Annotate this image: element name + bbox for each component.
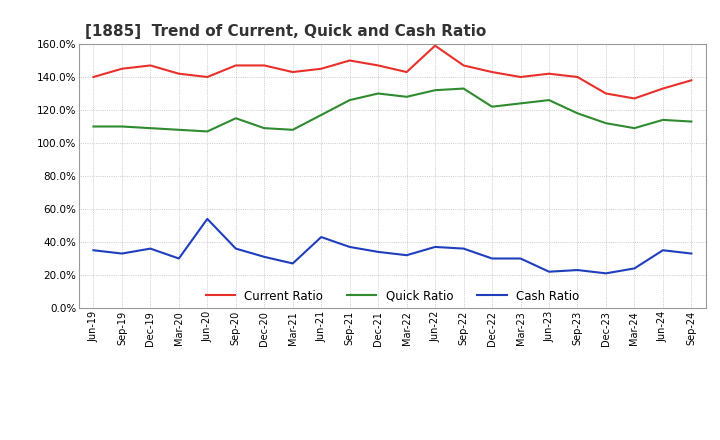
Cash Ratio xyxy=(260,254,269,260)
Current Ratio xyxy=(89,74,98,80)
Cash Ratio xyxy=(402,253,411,258)
Cash Ratio xyxy=(317,235,325,240)
Cash Ratio xyxy=(203,216,212,221)
Line: Current Ratio: Current Ratio xyxy=(94,46,691,99)
Current Ratio xyxy=(174,71,183,76)
Current Ratio xyxy=(687,77,696,83)
Current Ratio xyxy=(260,63,269,68)
Quick Ratio xyxy=(402,94,411,99)
Cash Ratio xyxy=(232,246,240,251)
Quick Ratio xyxy=(659,117,667,122)
Current Ratio xyxy=(346,58,354,63)
Quick Ratio xyxy=(374,91,382,96)
Quick Ratio xyxy=(289,127,297,132)
Quick Ratio xyxy=(260,125,269,131)
Current Ratio xyxy=(487,70,496,75)
Quick Ratio xyxy=(346,97,354,103)
Cash Ratio xyxy=(487,256,496,261)
Cash Ratio xyxy=(89,248,98,253)
Cash Ratio xyxy=(174,256,183,261)
Cash Ratio xyxy=(289,261,297,266)
Current Ratio xyxy=(317,66,325,71)
Cash Ratio xyxy=(431,244,439,249)
Current Ratio xyxy=(573,74,582,80)
Quick Ratio xyxy=(174,127,183,132)
Cash Ratio xyxy=(573,268,582,273)
Quick Ratio xyxy=(602,121,611,126)
Current Ratio xyxy=(545,71,554,76)
Cash Ratio xyxy=(117,251,126,256)
Quick Ratio xyxy=(89,124,98,129)
Line: Cash Ratio: Cash Ratio xyxy=(94,219,691,273)
Quick Ratio xyxy=(317,112,325,117)
Legend: Current Ratio, Quick Ratio, Cash Ratio: Current Ratio, Quick Ratio, Cash Ratio xyxy=(201,285,584,308)
Line: Quick Ratio: Quick Ratio xyxy=(94,88,691,132)
Cash Ratio xyxy=(516,256,525,261)
Current Ratio xyxy=(630,96,639,101)
Quick Ratio xyxy=(573,110,582,116)
Current Ratio xyxy=(374,63,382,68)
Quick Ratio xyxy=(516,101,525,106)
Cash Ratio xyxy=(659,248,667,253)
Current Ratio xyxy=(146,63,155,68)
Current Ratio xyxy=(602,91,611,96)
Quick Ratio xyxy=(431,88,439,93)
Quick Ratio xyxy=(146,125,155,131)
Current Ratio xyxy=(402,70,411,75)
Cash Ratio xyxy=(602,271,611,276)
Current Ratio xyxy=(431,43,439,48)
Quick Ratio xyxy=(459,86,468,91)
Current Ratio xyxy=(203,74,212,80)
Current Ratio xyxy=(659,86,667,91)
Current Ratio xyxy=(516,74,525,80)
Cash Ratio xyxy=(545,269,554,275)
Quick Ratio xyxy=(630,125,639,131)
Cash Ratio xyxy=(374,249,382,254)
Quick Ratio xyxy=(487,104,496,109)
Current Ratio xyxy=(117,66,126,71)
Cash Ratio xyxy=(346,244,354,249)
Text: [1885]  Trend of Current, Quick and Cash Ratio: [1885] Trend of Current, Quick and Cash … xyxy=(86,24,487,39)
Current Ratio xyxy=(459,63,468,68)
Quick Ratio xyxy=(117,124,126,129)
Current Ratio xyxy=(232,63,240,68)
Cash Ratio xyxy=(459,246,468,251)
Cash Ratio xyxy=(146,246,155,251)
Quick Ratio xyxy=(545,97,554,103)
Quick Ratio xyxy=(232,116,240,121)
Current Ratio xyxy=(289,70,297,75)
Cash Ratio xyxy=(687,251,696,256)
Cash Ratio xyxy=(630,266,639,271)
Quick Ratio xyxy=(687,119,696,124)
Quick Ratio xyxy=(203,129,212,134)
